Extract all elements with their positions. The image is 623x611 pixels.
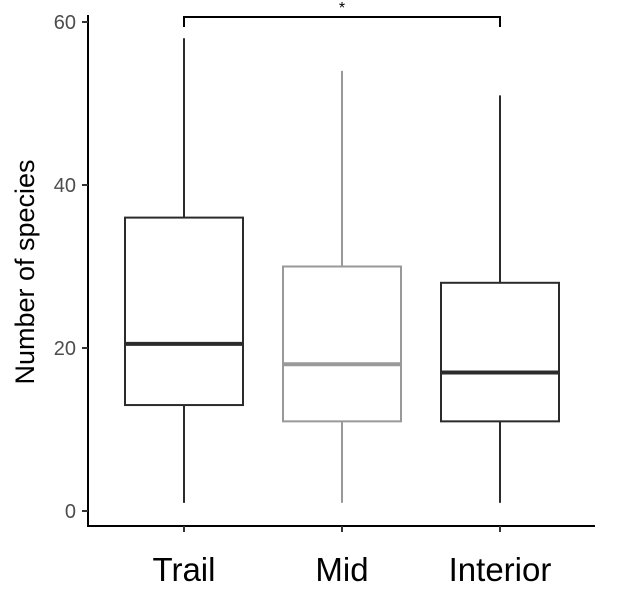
x-tick-label: Mid xyxy=(315,551,368,588)
axes: 0 20 40 60 Trail Mid Interior xyxy=(54,12,595,588)
box-interior xyxy=(440,95,560,503)
boxes xyxy=(124,38,560,503)
y-axis-title: Number of species xyxy=(10,159,40,384)
annotations: * xyxy=(183,0,501,27)
iqr-box xyxy=(124,216,244,407)
significance-bracket: * xyxy=(183,0,501,27)
y-tick-label: 0 xyxy=(65,501,76,523)
y-tick-label: 60 xyxy=(54,12,76,34)
iqr-box xyxy=(440,281,560,423)
box-trail xyxy=(124,38,244,503)
x-tick-label: Trail xyxy=(153,551,216,588)
box-mid xyxy=(282,70,402,503)
y-tick-label: 40 xyxy=(54,175,76,197)
x-tick-label: Interior xyxy=(449,551,552,588)
significance-label: * xyxy=(339,0,345,17)
bracket-line xyxy=(183,16,501,27)
iqr-box xyxy=(282,265,402,423)
y-tick-label: 20 xyxy=(54,338,76,360)
